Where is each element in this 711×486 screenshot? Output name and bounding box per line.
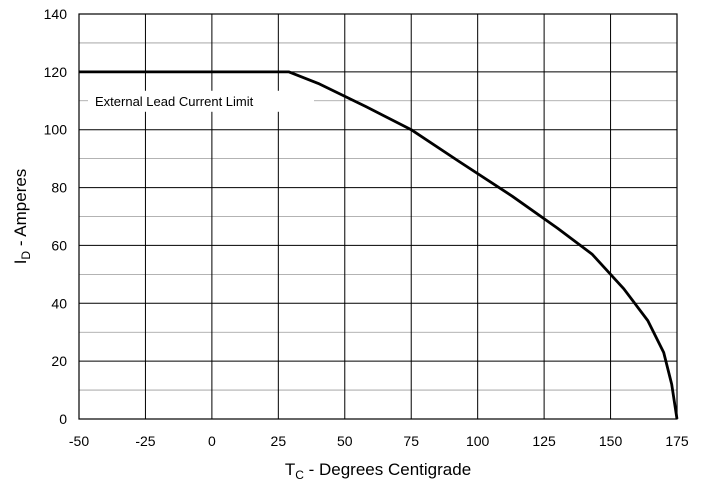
x-tick-label: 50 [337, 433, 353, 449]
y-axis-label: ID - Amperes [11, 169, 33, 265]
y-tick-label: 140 [44, 6, 68, 22]
x-tick-labels: -50 -25 0 25 50 75 100 125 150 175 [69, 433, 689, 449]
annotation: External Lead Current Limit [88, 90, 314, 112]
x-tick-label: 150 [599, 433, 623, 449]
y-tick-label: 80 [51, 180, 67, 196]
x-tick-label: 75 [403, 433, 419, 449]
x-tick-label: 25 [271, 433, 287, 449]
y-tick-label: 100 [44, 122, 68, 138]
y-tick-label: 120 [44, 64, 68, 80]
series-line [79, 70, 679, 420]
x-axis-label: TC - Degrees Centigrade [285, 460, 471, 482]
x-tick-label: 0 [208, 433, 216, 449]
x-axis-label-main: T [285, 460, 295, 479]
x-tick-label: 125 [532, 433, 556, 449]
annotation-label: External Lead Current Limit [95, 94, 254, 109]
y-tick-label: 0 [59, 411, 67, 427]
y-tick-label: 40 [51, 295, 67, 311]
x-tick-label: 175 [665, 433, 689, 449]
y-tick-labels: 0 20 40 60 80 100 120 140 [44, 6, 68, 427]
x-axis-label-rest: - Degrees Centigrade [304, 460, 471, 479]
y-axis-label-main: I [11, 260, 30, 265]
plot-area-frame [78, 13, 678, 420]
y-axis-label-subscript: D [19, 251, 33, 260]
x-tick-label: 100 [466, 433, 490, 449]
y-tick-label: 20 [51, 353, 67, 369]
x-tick-label: -25 [135, 433, 155, 449]
major-gridlines [79, 14, 677, 419]
y-tick-label: 60 [51, 237, 67, 253]
y-axis-label-rest: - Amperes [11, 169, 30, 251]
annotation-background [88, 90, 314, 112]
x-tick-label: -50 [69, 433, 89, 449]
x-axis-label-subscript: C [295, 468, 304, 482]
